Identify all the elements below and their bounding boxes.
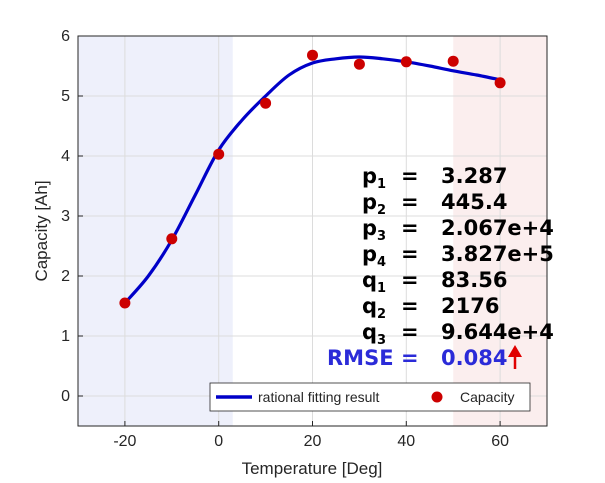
x-tick-label: 60 [491, 433, 509, 450]
x-tick-label: 40 [397, 433, 415, 450]
y-tick-label: 3 [61, 208, 70, 225]
y-tick-label: 5 [61, 88, 70, 105]
param-value: 3.287 [441, 164, 507, 188]
y-tick-label: 1 [61, 328, 70, 345]
capacity-point [400, 56, 412, 68]
series [119, 49, 506, 309]
y-tick-label: 2 [61, 268, 70, 285]
param-name: p1 [362, 164, 386, 192]
capacity-point [260, 97, 272, 109]
up-arrow-icon [508, 345, 522, 369]
rmse-label: RMSE [327, 346, 394, 370]
legend-entry-capacity: Capacity [460, 389, 514, 405]
param-equals: = [401, 190, 419, 214]
x-tick-label: -20 [113, 433, 136, 450]
fit-parameters: p1 = 3.287 p2 = 445.4 p3 = 2.067e+4 p4 = 3.827e+5 q1… [327, 164, 554, 370]
param-value: 445.4 [441, 190, 507, 214]
y-tick-label: 6 [61, 28, 70, 45]
param-equals: = [401, 320, 419, 344]
rmse-value: 0.084 [441, 346, 507, 370]
capacity-point [166, 233, 178, 245]
y-axis-label: Capacity [Ah] [32, 180, 51, 281]
param-equals: = [401, 242, 419, 266]
param-name: q1 [362, 268, 386, 296]
capacity-point [447, 55, 459, 67]
legend-marker-swatch [431, 391, 443, 403]
param-value: 9.644e+4 [441, 320, 554, 344]
param-value: 3.827e+5 [441, 242, 554, 266]
capacity-point [213, 148, 225, 160]
legend-box [209, 382, 531, 412]
param-value: 2176 [441, 294, 499, 318]
x-axis-label: Temperature [Deg] [242, 459, 383, 478]
param-value: 2.067e+4 [441, 216, 554, 240]
capacity-point [119, 297, 131, 309]
param-name: p2 [362, 190, 386, 218]
x-tick-label: 20 [304, 433, 322, 450]
capacity-point [353, 58, 365, 70]
capacity-point [494, 77, 506, 89]
param-equals: = [401, 268, 419, 292]
y-tick-label: 4 [61, 148, 70, 165]
x-tick-label: 0 [214, 433, 223, 450]
axes-frame [77, 35, 548, 427]
y-tick-label: 0 [61, 388, 70, 405]
capacity-point [307, 49, 318, 61]
param-name: q2 [362, 294, 386, 322]
param-value: 83.56 [441, 268, 507, 292]
param-equals: = [401, 216, 419, 240]
tick-labels: -20 0 20 40 60 0 1 2 3 4 5 6 [61, 28, 509, 450]
shaded-region-0 [78, 36, 233, 426]
param-name: p4 [362, 242, 386, 270]
param-equals: = [401, 164, 419, 188]
param-equals: = [401, 294, 419, 318]
param-name: q3 [362, 320, 386, 348]
rmse-equals: = [401, 346, 419, 370]
fit-curve-line [123, 55, 502, 305]
legend: rational fitting result Capacity [209, 382, 531, 412]
param-name: p3 [362, 216, 386, 244]
legend-entry-fit: rational fitting result [258, 389, 380, 405]
